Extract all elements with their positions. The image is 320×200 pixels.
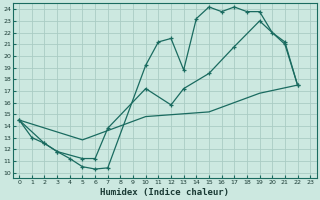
X-axis label: Humidex (Indice chaleur): Humidex (Indice chaleur) bbox=[100, 188, 229, 197]
